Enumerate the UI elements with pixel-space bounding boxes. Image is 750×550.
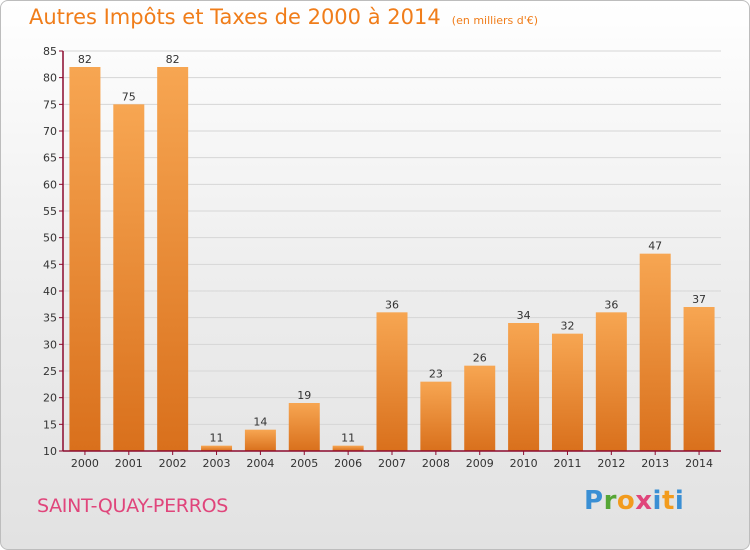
x-tick-label: 2000: [71, 457, 99, 470]
y-tick-label: 75: [43, 98, 57, 111]
proxiti-logo: Proxiti: [584, 486, 684, 516]
bar: [639, 253, 671, 451]
x-tick-label: 2012: [597, 457, 625, 470]
data-label: 82: [78, 53, 92, 66]
data-labels: 82 75 82 11 14 19 11 36 23 26 34 32 36 47 37: [78, 53, 706, 445]
y-tick-label: 30: [43, 338, 57, 351]
data-label: 19: [297, 389, 311, 402]
y-tick-label: 40: [43, 285, 57, 298]
x-tick-label: 2002: [159, 457, 187, 470]
bar: [551, 333, 583, 451]
data-label: 23: [429, 368, 443, 381]
bar: [595, 312, 627, 451]
y-tick-label: 10: [43, 445, 57, 458]
logo-letter: P: [584, 486, 604, 516]
y-tick-label: 50: [43, 232, 57, 245]
y-tick-label: 20: [43, 392, 57, 405]
logo-letter: r: [603, 486, 617, 516]
data-label: 34: [517, 309, 531, 322]
y-tick-label: 25: [43, 365, 57, 378]
data-label: 36: [604, 298, 618, 311]
data-label: 75: [122, 90, 136, 103]
data-label: 47: [648, 240, 662, 253]
x-tick-label: 2014: [685, 457, 713, 470]
commune-name: SAINT-QUAY-PERROS: [37, 495, 229, 517]
y-tick-label: 85: [43, 45, 57, 58]
x-tick-label: 2006: [334, 457, 362, 470]
x-tick-label: 2013: [641, 457, 669, 470]
logo-letter: t: [661, 486, 675, 516]
bar: [113, 104, 145, 451]
data-label: 26: [473, 352, 487, 365]
bar: [201, 445, 233, 451]
y-tick-label: 45: [43, 258, 57, 271]
y-tick-label: 35: [43, 312, 57, 325]
data-label: 36: [385, 298, 399, 311]
bar: [332, 445, 364, 451]
x-tick-label: 2005: [290, 457, 318, 470]
data-label: 82: [166, 53, 180, 66]
bars: [69, 67, 715, 451]
logo-letter: i: [652, 486, 662, 516]
axes: 10 15 20 25 30 35 40 45 50 55 60 65 70 75 80 85 2000 2001…: [43, 45, 721, 470]
y-tick-label: 65: [43, 152, 57, 165]
data-label: 11: [341, 432, 355, 445]
logo-letter: i: [674, 486, 685, 516]
x-tick-label: 2003: [203, 457, 231, 470]
bar: [376, 312, 408, 451]
y-tick-label: 60: [43, 178, 57, 191]
y-tick-label: 70: [43, 125, 57, 138]
logo-letter: x: [635, 486, 653, 516]
y-tick-label: 15: [43, 418, 57, 431]
x-tick-label: 2009: [466, 457, 494, 470]
x-tick-label: 2004: [246, 457, 274, 470]
x-tick-label: 2010: [510, 457, 538, 470]
data-label: 32: [560, 320, 574, 333]
data-label: 11: [210, 432, 224, 445]
x-tick-label: 2001: [115, 457, 143, 470]
y-tick-label: 80: [43, 72, 57, 85]
x-tick-label: 2008: [422, 457, 450, 470]
bar: [420, 381, 452, 451]
logo-letter: o: [616, 486, 636, 516]
y-tick-label: 55: [43, 205, 57, 218]
bar: [244, 429, 276, 451]
bar: [683, 307, 715, 451]
bar: [508, 323, 540, 451]
bar: [69, 67, 101, 451]
bar: [157, 67, 189, 451]
x-tick-label: 2011: [553, 457, 581, 470]
title-row: Autres Impôts et Taxes de 2000 à 2014 (e…: [29, 5, 538, 29]
data-label: 14: [253, 416, 267, 429]
bar: [464, 365, 496, 451]
data-label: 37: [692, 293, 706, 306]
chart-subtitle: (en milliers d'€): [451, 14, 539, 27]
bar: [288, 403, 320, 451]
chart-title: Autres Impôts et Taxes de 2000 à 2014: [29, 5, 441, 29]
x-tick-label: 2007: [378, 457, 406, 470]
